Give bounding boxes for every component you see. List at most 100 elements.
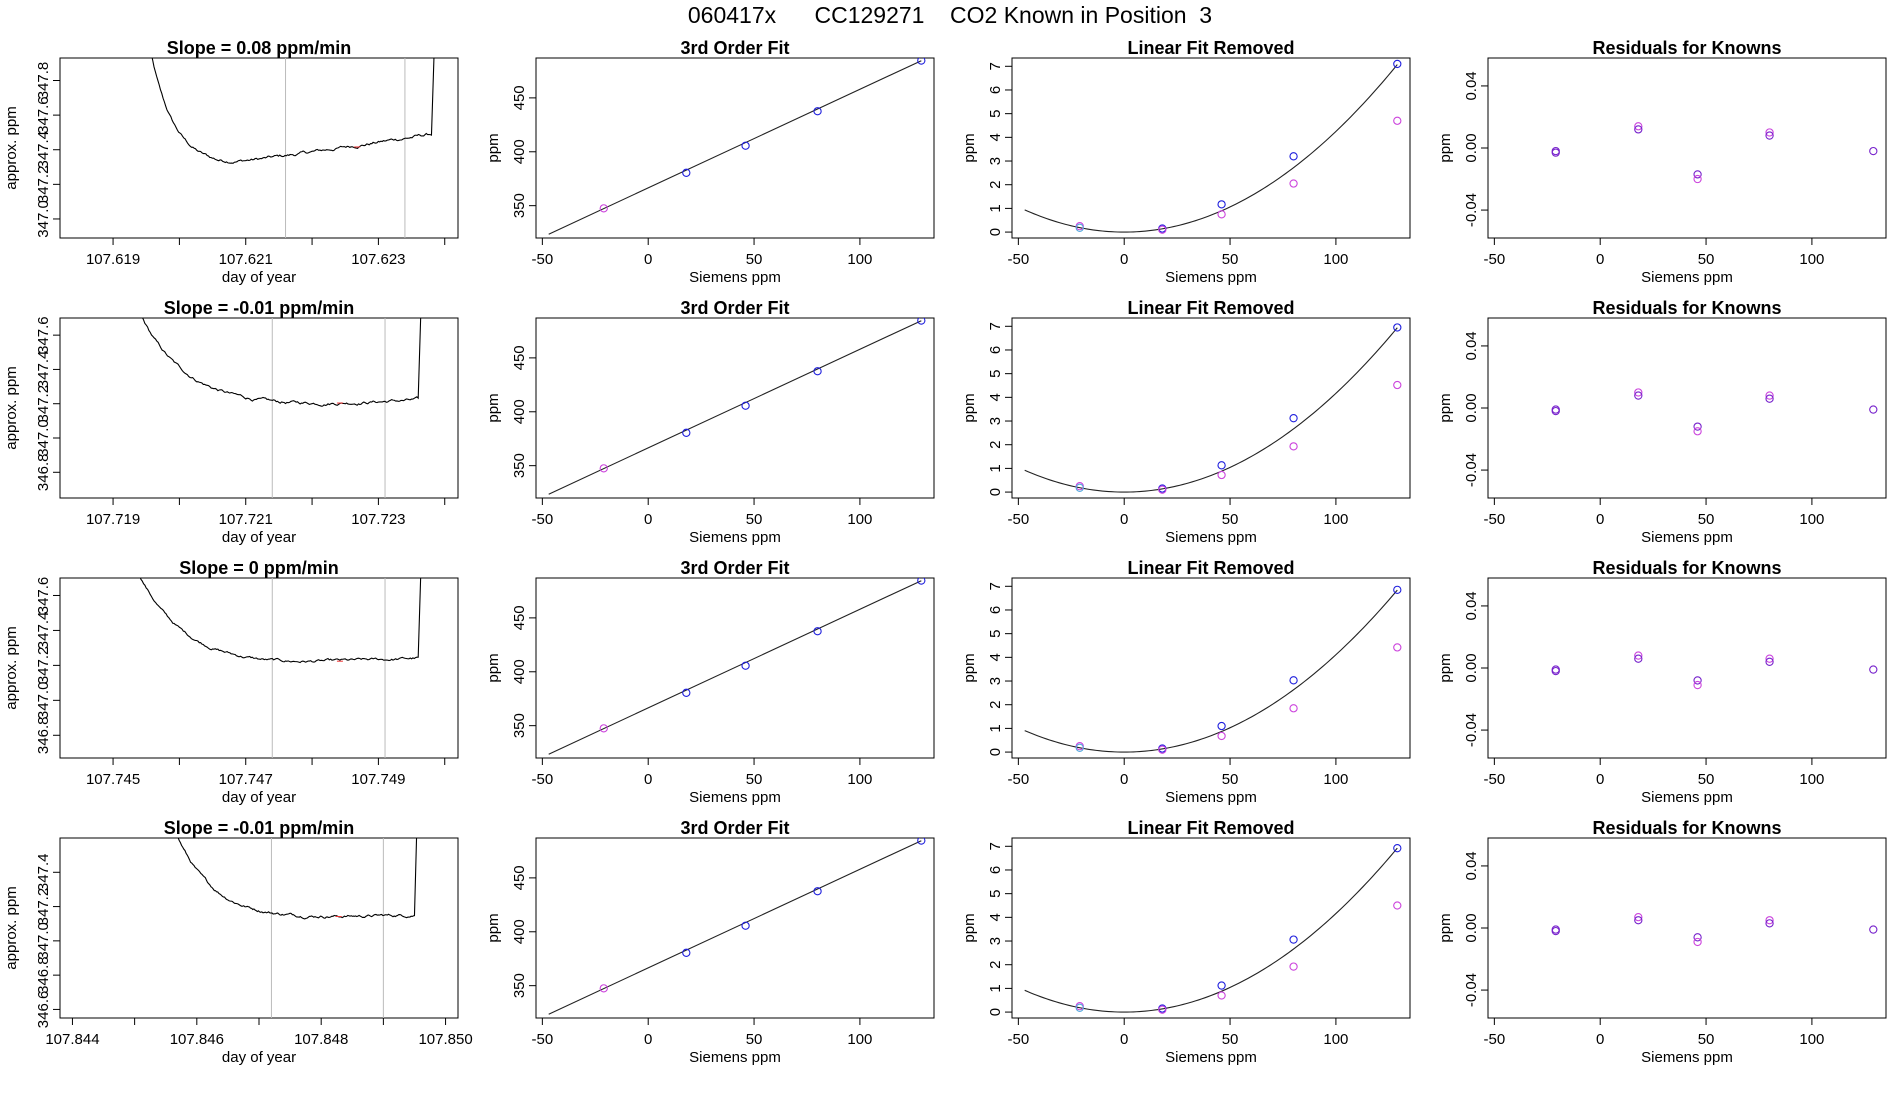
- y-tick-label: 347.4: [35, 854, 52, 892]
- data-point: [682, 948, 691, 957]
- data-point: [1075, 742, 1084, 751]
- panel-r4-c3: Linear Fit Removed -50 0 50 100 Siemens ppm 0 1…: [961, 818, 1411, 1066]
- data-point: [1765, 916, 1774, 925]
- data-point: [741, 661, 750, 670]
- data-point: [1289, 935, 1298, 944]
- x-axis-label: Siemens ppm: [689, 529, 781, 546]
- y-tick-label: -0.04: [1463, 973, 1480, 1007]
- y-axis: -0.04 0.00 0.04: [1463, 851, 1488, 1007]
- plot-frame: [535, 577, 935, 759]
- data-point: [1289, 179, 1298, 188]
- y-tick-label: 0.04: [1463, 591, 1480, 620]
- y-tick-label: 400: [511, 139, 528, 164]
- x-tick-label: -50: [1008, 251, 1030, 268]
- panel-title: Residuals for Knowns: [1592, 38, 1781, 58]
- y-tick-label: 400: [511, 659, 528, 684]
- trace-line: [177, 838, 418, 920]
- y-tick-label: 6: [987, 346, 1004, 354]
- data-point: [1393, 585, 1402, 594]
- plot-area: [548, 318, 926, 495]
- y-axis-label: approx. ppm: [3, 106, 20, 189]
- data-point: [599, 984, 608, 993]
- x-tick-label: 100: [1323, 771, 1348, 788]
- y-tick-label: 0: [987, 488, 1004, 496]
- data-point: [1765, 919, 1774, 928]
- x-tick-label: 0: [1596, 1031, 1604, 1048]
- x-tick-label: 0: [644, 251, 652, 268]
- x-axis: -50 0 50 100: [1484, 1018, 1824, 1048]
- plot-frame: [1011, 57, 1411, 239]
- x-tick-label: -50: [1008, 1031, 1030, 1048]
- x-tick-label: 50: [1222, 511, 1239, 528]
- data-point: [1869, 405, 1878, 414]
- data-point: [813, 627, 822, 636]
- data-point: [1075, 222, 1084, 231]
- plot-area: [548, 578, 926, 755]
- x-axis-label: day of year: [222, 1049, 296, 1066]
- x-axis-label: Siemens ppm: [689, 269, 781, 286]
- x-tick-label: 50: [1222, 251, 1239, 268]
- x-axis-label: Siemens ppm: [1165, 529, 1257, 546]
- data-point: [917, 838, 926, 845]
- y-tick-label: 0.00: [1463, 133, 1480, 162]
- x-tick-label: 100: [1799, 771, 1824, 788]
- y-tick-label: 1: [987, 464, 1004, 472]
- x-axis: -50 0 50 100: [532, 1018, 872, 1048]
- y-tick-label: 347.0: [35, 419, 52, 457]
- data-point: [1217, 200, 1226, 209]
- data-point: [599, 464, 608, 473]
- x-axis: -50 0 50 100: [1484, 498, 1824, 528]
- y-tick-label: 1: [987, 724, 1004, 732]
- y-tick-label: -0.04: [1463, 193, 1480, 227]
- x-tick-label: 107.723: [351, 511, 405, 528]
- y-tick-label: 4: [987, 393, 1004, 401]
- data-point: [682, 688, 691, 697]
- plot-frame: [59, 57, 459, 239]
- x-tick-label: 100: [1799, 1031, 1824, 1048]
- x-tick-label: -50: [532, 771, 554, 788]
- data-point: [1634, 122, 1643, 131]
- data-point: [1634, 654, 1643, 663]
- data-point: [1765, 657, 1774, 666]
- x-tick-label: 107.846: [170, 1031, 224, 1048]
- y-tick-label: 7: [987, 842, 1004, 850]
- data-point: [1075, 1002, 1084, 1011]
- panel-r2-c3: Linear Fit Removed -50 0 50 100 Siemens ppm 0 1…: [961, 298, 1411, 546]
- x-axis: -50 0 50 100: [1484, 758, 1824, 788]
- x-tick-label: -50: [1008, 511, 1030, 528]
- panel-r4-c4: Residuals for Knowns -50 0 50 100 Siemens ppm…: [1437, 818, 1887, 1066]
- y-tick-label: 6: [987, 86, 1004, 94]
- y-axis: 350 400 450: [511, 865, 536, 998]
- data-point: [1551, 926, 1560, 936]
- x-tick-label: -50: [1484, 251, 1506, 268]
- y-tick-label: 347.4: [35, 131, 52, 169]
- x-tick-label: 100: [1323, 1031, 1348, 1048]
- y-axis: 350 400 450: [511, 85, 536, 218]
- data-point: [813, 887, 822, 896]
- data-point: [1693, 680, 1702, 690]
- data-point: [1393, 643, 1402, 652]
- panel-r3-c2: 3rd Order Fit -50 0 50 100 Siemens ppm 350 400 4…: [485, 558, 935, 806]
- y-tick-label: 6: [987, 606, 1004, 614]
- panel-r4-c2: 3rd Order Fit -50 0 50 100 Siemens ppm 350 400 4…: [485, 818, 935, 1066]
- y-tick-label: 3: [987, 937, 1004, 945]
- y-tick-label: 347.0: [35, 200, 52, 238]
- data-point: [1289, 704, 1298, 713]
- y-tick-label: 347.0: [35, 922, 52, 960]
- plot-frame: [1011, 837, 1411, 1019]
- y-axis-label: approx. ppm: [3, 626, 20, 709]
- data-point: [1393, 844, 1402, 853]
- y-tick-label: 5: [987, 629, 1004, 637]
- panel-title: Linear Fit Removed: [1127, 38, 1294, 58]
- x-tick-label: 100: [847, 771, 872, 788]
- data-point: [1217, 991, 1226, 1000]
- plot-area: [141, 318, 422, 498]
- x-axis: -50 0 50 100: [532, 238, 872, 268]
- plot-frame: [1487, 317, 1887, 499]
- x-tick-label: 107.749: [351, 771, 405, 788]
- plot-frame: [59, 577, 459, 759]
- panel-title: Slope = -0.01 ppm/min: [164, 298, 355, 318]
- trace-line: [139, 578, 422, 664]
- y-tick-label: 5: [987, 369, 1004, 377]
